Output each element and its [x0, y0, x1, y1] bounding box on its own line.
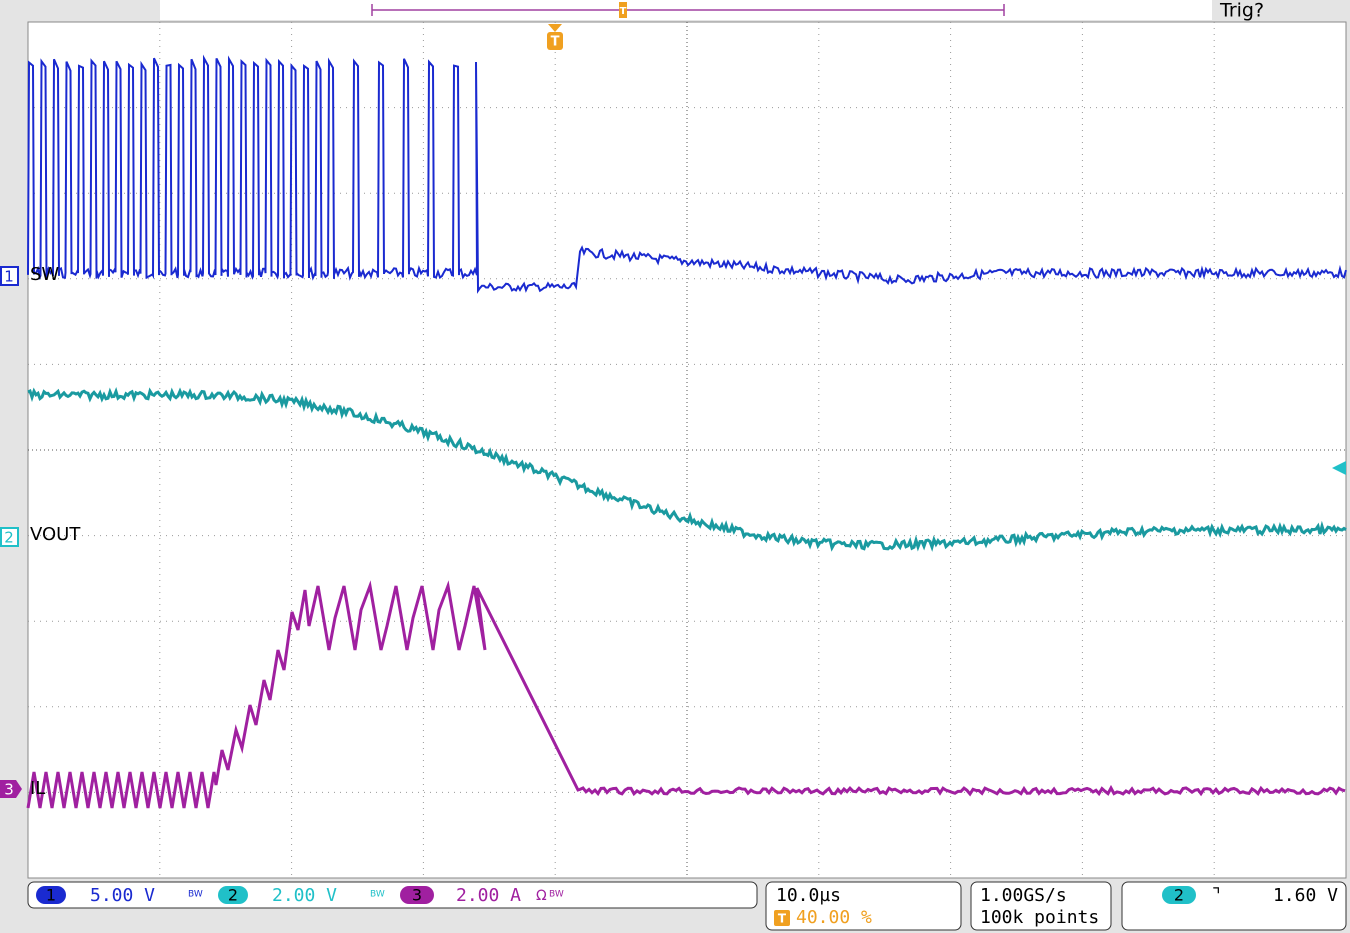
ch3-badge: [400, 886, 434, 904]
ch1-badge: [36, 886, 66, 904]
trigger-icon-box: [774, 910, 790, 926]
ch1-scale: 5.00 V: [90, 885, 155, 906]
ch3-scale: 2.00 A: [456, 885, 521, 906]
ch3-impedance: Ω: [536, 888, 547, 904]
traces: [26, 54, 1347, 809]
timebase-panel: [765, 881, 962, 931]
trigger-source-badge: [1162, 886, 1196, 904]
ch3-marker: [0, 780, 22, 798]
trigger-marker: T: [551, 35, 560, 50]
trigger-arrow: [548, 24, 562, 32]
sw-trace: [27, 54, 1347, 294]
ch1-label: SW: [30, 264, 59, 285]
ch2-badge-number: 2: [228, 886, 238, 905]
ch2-badge: [218, 886, 248, 904]
trigger-position: 40.00 %: [796, 907, 872, 928]
il-trace: [26, 580, 1346, 809]
trigger-slope: ⌝: [1212, 885, 1220, 906]
trigger-position-icon: [619, 2, 627, 18]
ch3-badge-number: 3: [412, 886, 422, 905]
timebase-scale: 10.0µs: [776, 885, 841, 906]
ch2-marker-number: 2: [4, 529, 14, 547]
ch1-marker-number: 1: [4, 268, 14, 286]
ch3-label: IL: [30, 778, 45, 799]
channel-panel: [27, 881, 758, 909]
trigger-source: 2: [1174, 886, 1184, 905]
record-length: 100k points: [980, 907, 1099, 928]
trigger-status: Trig?: [1219, 0, 1264, 22]
ch3-bw: BW: [549, 890, 564, 900]
ch1-badge-number: 1: [46, 886, 56, 905]
trigger-level-marker: [1332, 461, 1346, 475]
record-window: [371, 4, 1005, 16]
ch2-label: VOUT: [30, 524, 81, 545]
trigger-level: 1.60 V: [1273, 885, 1338, 906]
ch1-marker: [0, 266, 19, 286]
ch1-bw: BW: [188, 890, 203, 900]
ch2-bw: BW: [370, 890, 385, 900]
acquisition-panel: [970, 881, 1112, 931]
vout-trace: [27, 387, 1347, 552]
ch2-scale: 2.00 V: [272, 885, 337, 906]
trigger-position-text: T: [620, 6, 627, 17]
trigger-icon: T: [778, 912, 787, 926]
trigger-marker-box: [547, 32, 563, 50]
ch3-marker-number: 3: [4, 781, 14, 799]
ch2-marker: [0, 527, 19, 547]
sample-rate: 1.00GS/s: [980, 885, 1067, 906]
